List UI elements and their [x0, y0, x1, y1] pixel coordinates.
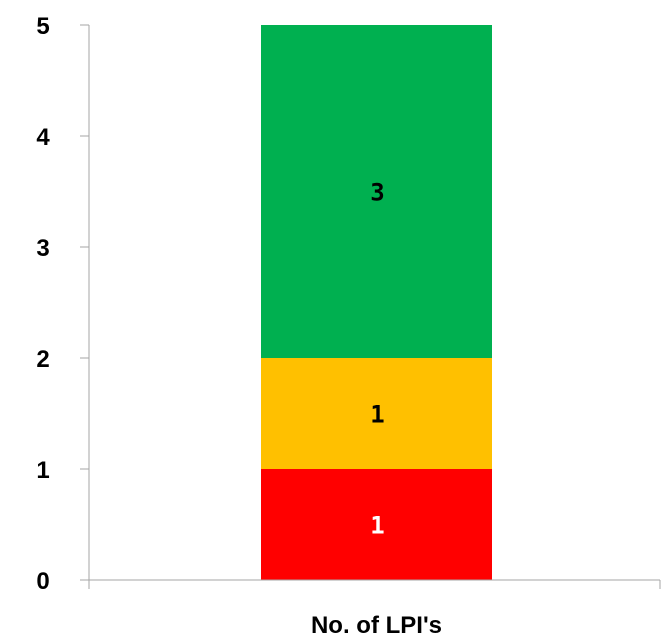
- axes-layer: [80, 24, 661, 589]
- bar-segment-0: [261, 469, 492, 580]
- bars-layer: [261, 25, 492, 580]
- labels-layer: 1 1 3 0 1 2 3 4 5 No. of LPI's: [36, 13, 442, 639]
- data-label-1: 1: [370, 401, 384, 429]
- y-tick-label-3: 3: [36, 235, 49, 262]
- y-tick-label-2: 2: [36, 346, 49, 373]
- y-tick-label-1: 1: [36, 457, 49, 484]
- data-label-0: 1: [370, 512, 384, 540]
- data-label-2: 3: [370, 179, 384, 207]
- bar-segment-1: [261, 358, 492, 469]
- y-tick-label-4: 4: [36, 124, 50, 151]
- x-category-label: No. of LPI's: [311, 612, 442, 639]
- bar-segment-2: [261, 25, 492, 358]
- y-tick-label-5: 5: [36, 13, 49, 40]
- y-tick-label-0: 0: [36, 568, 49, 595]
